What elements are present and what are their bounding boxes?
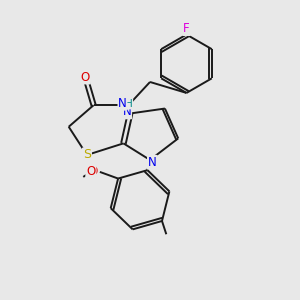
Text: O: O	[88, 165, 98, 178]
Text: H: H	[124, 98, 132, 109]
Text: N: N	[122, 105, 131, 118]
Text: F: F	[183, 22, 190, 35]
Text: O: O	[86, 165, 95, 178]
Text: N: N	[118, 97, 127, 110]
Text: O: O	[81, 70, 90, 83]
Text: N: N	[148, 156, 157, 169]
Text: S: S	[83, 148, 91, 161]
